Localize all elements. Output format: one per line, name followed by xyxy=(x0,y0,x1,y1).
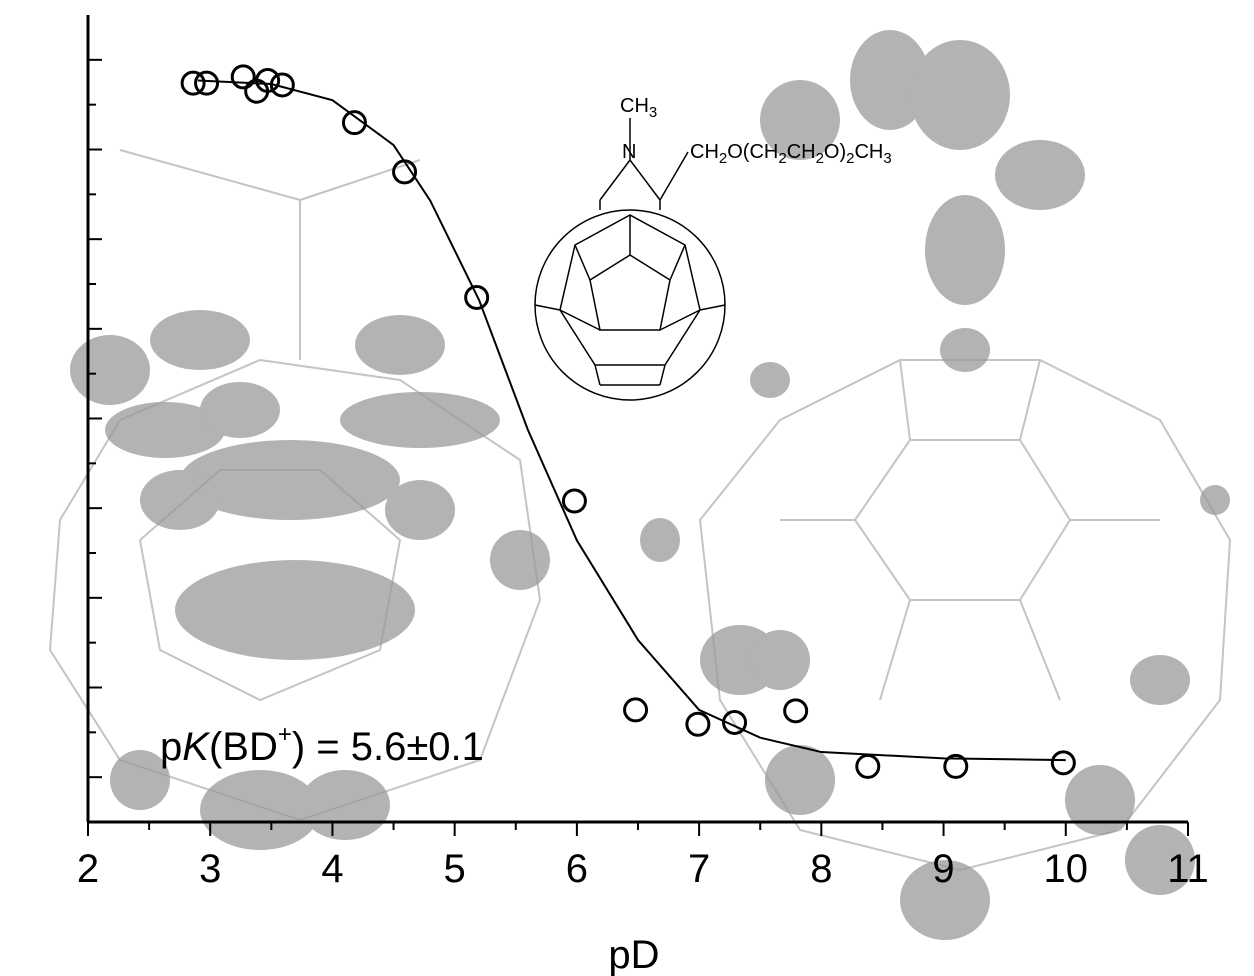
data-point xyxy=(563,490,585,512)
text: CH xyxy=(854,141,883,163)
x-tick-label: 6 xyxy=(566,847,588,891)
data-point xyxy=(232,66,254,88)
x-tick-label: 8 xyxy=(810,847,832,891)
fit-curve xyxy=(198,80,1066,760)
x-tick-label: 3 xyxy=(199,847,221,891)
x-tick-label: 7 xyxy=(688,847,710,891)
chart: CH3 N CH2O(CH2CH2O)2CH3 234567891011 pD … xyxy=(0,0,1254,976)
text: + xyxy=(278,721,292,748)
x-tick-label: 9 xyxy=(932,847,954,891)
data-point xyxy=(687,713,709,735)
text: O) xyxy=(824,141,846,163)
x-axis-title: pD xyxy=(608,933,659,976)
data-point xyxy=(785,700,807,722)
molecule-side-chain: CH2O(CH2CH2O)2CH3 xyxy=(690,141,892,167)
text: (BD xyxy=(209,725,278,769)
text: CH xyxy=(787,141,816,163)
text: 3 xyxy=(649,104,657,121)
text: 3 xyxy=(883,150,891,167)
data-point xyxy=(196,72,218,94)
molecule-nitrogen: N xyxy=(622,141,636,163)
data-point xyxy=(1052,752,1074,774)
x-tick-label: 11 xyxy=(1167,847,1209,891)
x-tick-label: 4 xyxy=(321,847,343,891)
text: O(CH xyxy=(727,141,778,163)
data-point xyxy=(466,286,488,308)
x-tick-label: 5 xyxy=(444,847,466,891)
text: 2 xyxy=(719,150,727,167)
data-point xyxy=(625,699,647,721)
x-tick-label: 10 xyxy=(1044,847,1089,891)
text: 2 xyxy=(816,150,824,167)
text: 2 xyxy=(778,150,786,167)
background-art xyxy=(50,30,1230,940)
data-point xyxy=(857,755,879,777)
x-tick-label: 2 xyxy=(77,847,99,891)
text: 2 xyxy=(846,150,854,167)
text: ) = 5.6±0.1 xyxy=(292,725,484,769)
text: p xyxy=(160,725,182,769)
text: K xyxy=(182,725,211,769)
text: CH xyxy=(620,95,649,117)
molecule-methyl: CH3 xyxy=(620,95,657,121)
text: CH xyxy=(690,141,719,163)
annotation: pK(BD+) = 5.6±0.1 xyxy=(160,721,484,769)
